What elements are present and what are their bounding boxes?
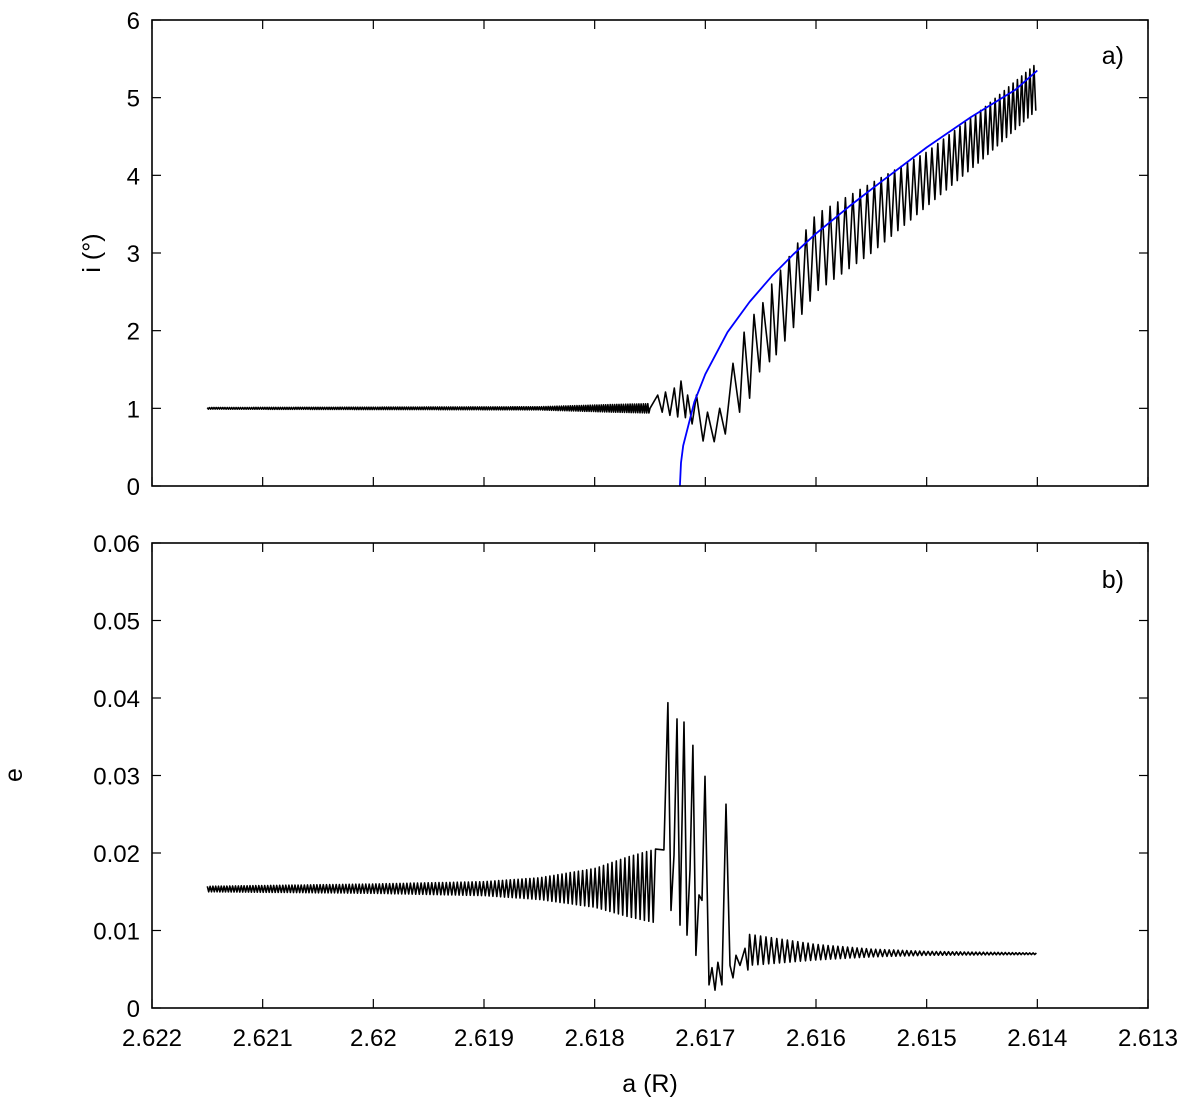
y-tick-label: 0 [127, 474, 140, 501]
x-tick-label: 2.619 [454, 1025, 514, 1052]
y-tick-label: 0.06 [93, 531, 140, 558]
y-tick-label: 5 [127, 86, 140, 113]
x-tick-label: 2.615 [897, 1025, 957, 1052]
x-tick-label: 2.62 [350, 1025, 397, 1052]
y-tick-label: 3 [127, 241, 140, 268]
series-i-analytical [679, 69, 1038, 487]
y-tick-label: 0.01 [93, 919, 140, 946]
series-e-numerical [206, 701, 1037, 991]
panel-a-inclination: 0 1 2 3 4 5 6 [127, 8, 1149, 501]
panel-label-b: b) [1102, 566, 1124, 594]
y-tick-label: 0 [127, 996, 140, 1023]
y-tick-label: 2 [127, 319, 140, 346]
panel-label-a: a) [1102, 42, 1124, 70]
y-axis-label-b: e [0, 768, 28, 782]
x-tick-label: 2.617 [675, 1025, 735, 1052]
x-tick-label: 2.616 [786, 1025, 846, 1052]
x-tick-label: 2.618 [565, 1025, 625, 1052]
plot-frame [151, 19, 1149, 487]
x-tick-label: 2.622 [122, 1025, 182, 1052]
y-tick-label: 4 [127, 163, 140, 190]
y-tick-label: 6 [127, 8, 140, 35]
x-tick-label: 2.614 [1007, 1025, 1067, 1052]
y-tick-label: 0.05 [93, 609, 140, 636]
x-tick-label: 2.621 [233, 1025, 293, 1052]
y-tick-label: 0.04 [93, 686, 140, 713]
y-tick-label: 1 [127, 396, 140, 423]
series-i-numerical [206, 64, 1037, 443]
y-tick-label: 0.02 [93, 841, 140, 868]
panel-b-eccentricity: 2.622 2.621 2.62 2.619 2.618 2.617 2.616 2.615 2… [93, 531, 1178, 1052]
y-axis-label-a: i (°) [78, 233, 106, 272]
x-axis-label: a (R) [622, 1070, 678, 1098]
plot-frame [151, 542, 1149, 1009]
y-tick-label: 0.03 [93, 764, 140, 791]
x-tick-label: 2.613 [1118, 1025, 1178, 1052]
